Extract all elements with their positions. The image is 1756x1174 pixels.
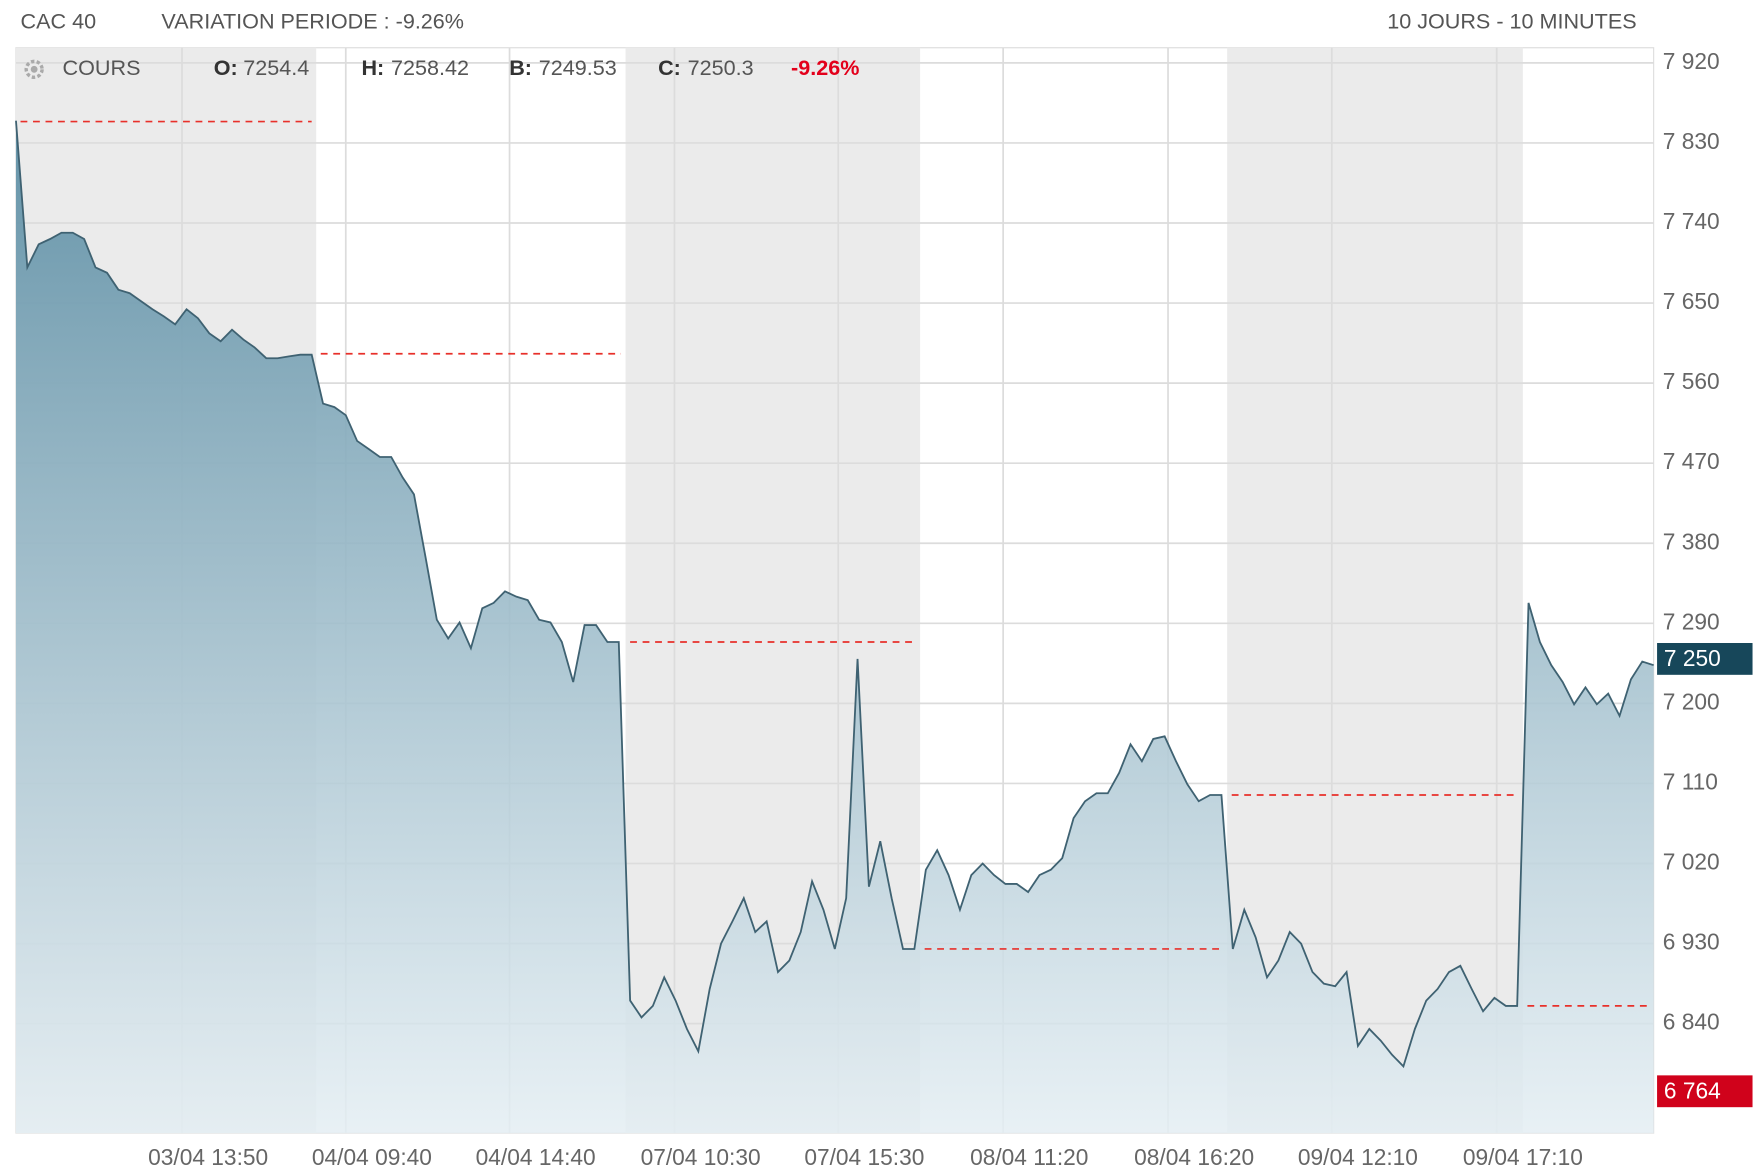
y-tick-label: 7 470 bbox=[1663, 448, 1720, 474]
y-tick-label: 7 380 bbox=[1663, 528, 1720, 554]
y-tick-label: 6 840 bbox=[1663, 1009, 1720, 1035]
gear-center bbox=[30, 65, 38, 73]
y-tick-label: 7 740 bbox=[1663, 208, 1720, 234]
legend-key: B: bbox=[509, 55, 532, 80]
legend-key: C: bbox=[658, 55, 681, 80]
y-tick-label: 7 920 bbox=[1663, 48, 1720, 74]
y-tick-label: 7 200 bbox=[1663, 688, 1720, 714]
last-price-label: 7 250 bbox=[1664, 645, 1721, 671]
settings-icon[interactable] bbox=[24, 59, 44, 79]
y-tick-label: 6 930 bbox=[1663, 929, 1720, 955]
axes: 6 840 6 930 7 020 7 110 7 200 7 290 7 380 7 470… bbox=[148, 48, 1753, 1170]
x-tick-label: 09/04 17:10 bbox=[1463, 1144, 1583, 1170]
gear[interactable] bbox=[24, 59, 44, 79]
period: 10 JOURS - 10 MINUTES bbox=[1387, 8, 1636, 33]
session-shade bbox=[1227, 47, 1523, 1134]
y-tick-label: 7 290 bbox=[1663, 608, 1720, 634]
x-tick-label: 08/04 16:20 bbox=[1134, 1144, 1254, 1170]
x-tick-label: 04/04 14:40 bbox=[476, 1144, 596, 1170]
legend-name: COURS bbox=[63, 55, 141, 80]
x-tick-label: 07/04 10:30 bbox=[641, 1144, 761, 1170]
legend-value: 7258.42 bbox=[391, 55, 469, 80]
legend-key: O: bbox=[214, 55, 238, 80]
legend-value: 7249.53 bbox=[539, 55, 617, 80]
y-tick-label: 7 560 bbox=[1663, 368, 1720, 394]
y-tick-label: 7 650 bbox=[1663, 288, 1720, 314]
last-price-box bbox=[1657, 643, 1753, 675]
legend-value: 7250.3 bbox=[688, 55, 754, 80]
y-tick-label: 7 110 bbox=[1663, 768, 1718, 794]
legend-key: H: bbox=[361, 55, 384, 80]
legend-change: -9.26% bbox=[791, 55, 859, 80]
x-tick-label: 04/04 09:40 bbox=[312, 1144, 432, 1170]
legend-value: 7254.4 bbox=[243, 55, 309, 80]
line bbox=[15, 120, 1654, 1069]
x-tick-label: 09/04 12:10 bbox=[1298, 1144, 1418, 1170]
chart-title: CAC 40 bbox=[21, 8, 97, 33]
y-tick-label: 7 020 bbox=[1663, 849, 1720, 875]
y-tick-label: 7 830 bbox=[1663, 128, 1720, 154]
x-tick-label: 03/04 13:50 bbox=[148, 1144, 268, 1170]
plot bbox=[15, 120, 1654, 1134]
x-tick-label: 08/04 11:20 bbox=[970, 1144, 1088, 1170]
subtitle: VARIATION PERIODE : -9.26% bbox=[161, 8, 464, 33]
x-tick-label: 07/04 15:30 bbox=[804, 1144, 924, 1170]
area bbox=[15, 120, 1654, 1134]
low-price-box bbox=[1657, 1075, 1753, 1108]
low-price-label: 6 764 bbox=[1664, 1077, 1721, 1103]
legend: O: 7254.4 H: 7258.42 B: 7249.53 C: 7250.3 bbox=[214, 55, 754, 80]
